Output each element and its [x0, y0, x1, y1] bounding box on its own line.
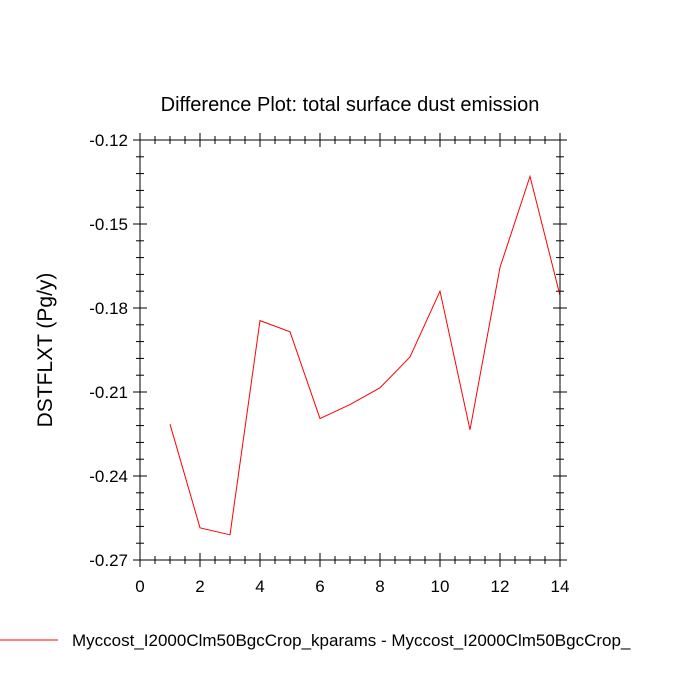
legend: Myccost_I2000Clm50BgcCrop_kparams - Mycc…	[0, 631, 631, 650]
y-tick-labels: -0.12 -0.15 -0.18 -0.21 -0.24 -0.27	[89, 131, 128, 570]
x-tick-label: 8	[375, 577, 384, 596]
y-tick-label: -0.27	[89, 551, 128, 570]
y-tick-label: -0.18	[89, 299, 128, 318]
x-tick-label: 4	[255, 577, 264, 596]
x-tick-label: 12	[491, 577, 510, 596]
series-line	[169, 174, 561, 536]
x-tick-label: 14	[551, 577, 570, 596]
x-tick-label: 0	[135, 577, 144, 596]
y-axis-label: DSTFLXT (Pg/y)	[34, 273, 57, 428]
minor-ticks	[136, 136, 564, 564]
y-tick-label: -0.15	[89, 215, 128, 234]
plot-frame	[139, 139, 561, 561]
legend-label: Myccost_I2000Clm50BgcCrop_kparams - Mycc…	[72, 631, 631, 650]
x-tick-labels: 0 2 4 6 8 10 12 14	[135, 577, 569, 596]
x-tick-label: 2	[195, 577, 204, 596]
y-tick-label: -0.24	[89, 467, 128, 486]
series-lines	[169, 174, 561, 536]
x-tick-label: 10	[431, 577, 450, 596]
x-tick-label: 6	[315, 577, 324, 596]
y-tick-label: -0.21	[89, 383, 128, 402]
chart-title: Difference Plot: total surface dust emis…	[161, 94, 540, 116]
y-tick-label: -0.12	[89, 131, 128, 150]
major-ticks	[133, 133, 567, 567]
